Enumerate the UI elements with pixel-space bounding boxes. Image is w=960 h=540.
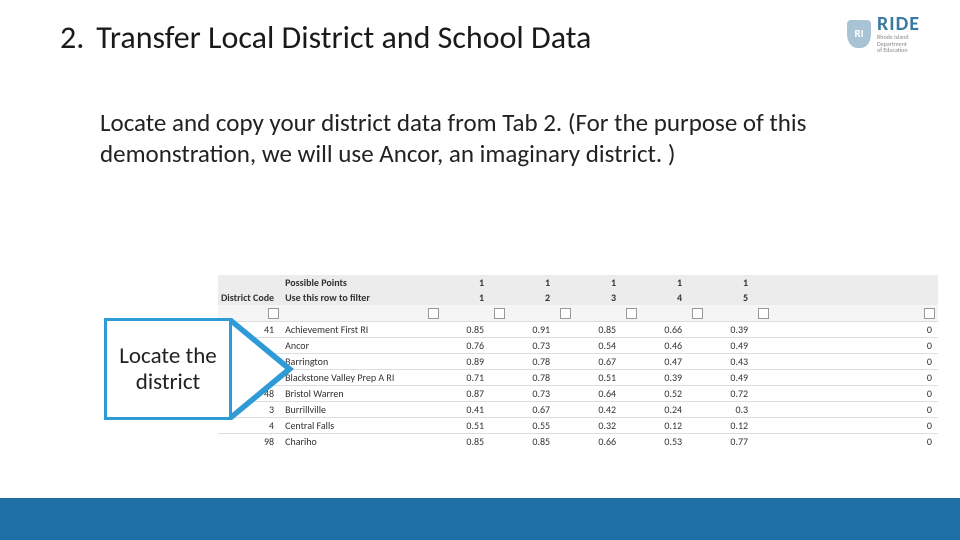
- arrow-right-icon: [232, 318, 294, 420]
- fn-2: 2: [508, 290, 574, 305]
- table-row: 96Barrington0.890.780.670.470.430: [218, 353, 938, 369]
- table-row: 98Chariho0.850.850.660.530.770: [218, 433, 938, 449]
- table-row: 41Achievement First RI0.850.910.850.660.…: [218, 321, 938, 337]
- pp-1: 1: [442, 275, 508, 290]
- slide-heading: 2. Transfer Local District and School Dat…: [60, 18, 847, 57]
- pp-3: 1: [574, 275, 640, 290]
- fn-5: 5: [706, 290, 772, 305]
- logo-ride-text: RIDE: [877, 14, 920, 34]
- body-paragraph: Locate and copy your district data from …: [0, 57, 960, 170]
- logo-sub3: of Education: [877, 47, 920, 54]
- filter-row[interactable]: [218, 305, 938, 321]
- locate-district-callout: Locate the district: [104, 318, 294, 420]
- table-row: 4Central Falls0.510.550.320.120.120: [218, 417, 938, 433]
- table-row: 47Blackstone Valley Prep A RI0.710.780.5…: [218, 369, 938, 385]
- shield-icon: RI: [847, 20, 871, 48]
- ride-logo: RI RIDE Rhode Island Department of Educa…: [847, 14, 920, 54]
- fn-3: 3: [574, 290, 640, 305]
- spreadsheet-snippet: Possible Points 1 1 1 1 1 District Code …: [218, 275, 938, 449]
- heading-number: 2.: [60, 18, 84, 57]
- table-row: 48Bristol Warren0.870.730.640.520.720: [218, 385, 938, 401]
- table-row: 3Burrillville0.410.670.420.240.30: [218, 401, 938, 417]
- district-code-label: District Code: [218, 290, 282, 305]
- filter-hint-label: Use this row to filter: [282, 290, 442, 305]
- pp-4: 1: [640, 275, 706, 290]
- callout-label: Locate the district: [104, 318, 232, 420]
- fn-1: 1: [442, 290, 508, 305]
- pp-2: 1: [508, 275, 574, 290]
- pp-5: 1: [706, 275, 772, 290]
- possible-points-label: Possible Points: [282, 275, 442, 290]
- heading-text: Transfer Local District and School Data: [96, 18, 591, 57]
- footer-bar: [0, 498, 960, 540]
- table-row: Ancor0.760.730.540.460.490: [218, 337, 938, 353]
- fn-4: 4: [640, 290, 706, 305]
